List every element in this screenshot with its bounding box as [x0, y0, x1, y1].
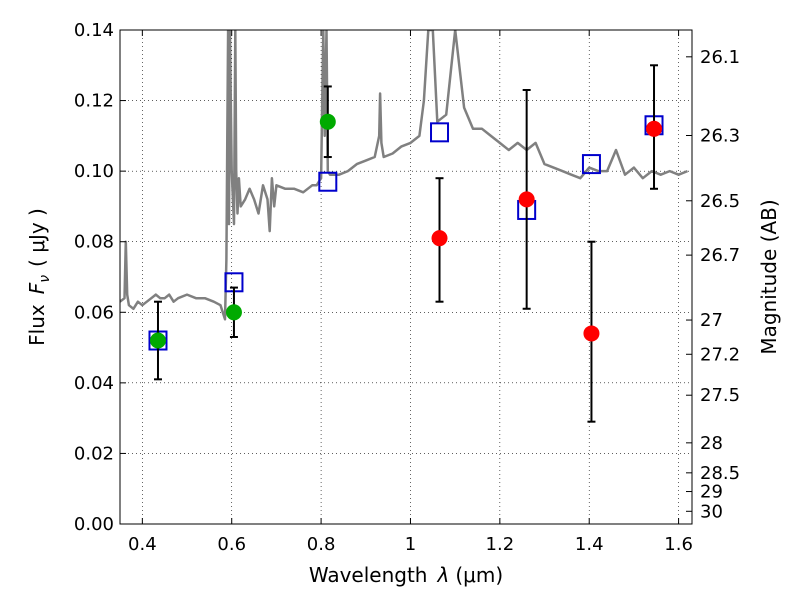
y-tick-label: 0.06 [74, 302, 114, 323]
model-square [581, 154, 601, 175]
y-tick-label: 0.10 [74, 161, 114, 182]
x-tick-label: 1 [405, 534, 416, 555]
y-tick-label: 0.00 [74, 514, 114, 535]
plot-area [120, 30, 692, 524]
axes-layer: 0.4 0.6 0.8 1 1.2 1.4 1.6 0.00 0.02 0.04 0.06 0.08 0… [74, 20, 740, 555]
red-point [431, 230, 448, 247]
y-tick-label: 0.14 [74, 20, 114, 41]
mag-tick-label: 27 [700, 310, 723, 331]
y-tick-label: 0.12 [74, 91, 114, 112]
mag-tick-label: 28.5 [700, 463, 740, 484]
y-tick-label: 0.08 [74, 232, 114, 253]
mag-tick-label: 28 [700, 433, 723, 454]
x-tick-label: 0.6 [217, 534, 246, 555]
model-square [318, 171, 338, 192]
mag-tick-label: 30 [700, 501, 723, 522]
mag-tick-label: 29 [700, 482, 723, 503]
green-point [225, 304, 242, 321]
x-tick-label: 1.6 [664, 534, 693, 555]
x-tick-label: 0.4 [128, 534, 157, 555]
y-tick-label: 0.02 [74, 443, 114, 464]
mag-tick-label: 26.1 [700, 47, 740, 68]
y-axis-label: FluxFν( μJy ) [25, 208, 53, 346]
plot-frame [119, 29, 693, 525]
green-point [319, 113, 336, 130]
y-tick-label: 0.04 [74, 373, 114, 394]
green-point [149, 332, 166, 349]
x-tick-label: 1.4 [575, 534, 604, 555]
x-tick-label: 0.8 [307, 534, 336, 555]
mag-tick-label: 26.3 [700, 126, 740, 147]
mag-tick-label: 27.2 [700, 344, 740, 365]
red-point [583, 325, 600, 342]
mag-tick-label: 26.5 [700, 191, 740, 212]
red-point [518, 191, 535, 208]
spectrum-line [120, 30, 688, 321]
red-point [646, 120, 663, 137]
model-square [430, 122, 450, 143]
x-tick-label: 1.2 [486, 534, 515, 555]
data-layer [120, 30, 688, 423]
right-axis-label: Magnitude (AB) [757, 199, 781, 354]
x-axis-label: Wavelength λ (μm) [309, 563, 503, 587]
mag-tick-label: 26.7 [700, 245, 740, 266]
mag-tick-label: 27.5 [700, 385, 740, 406]
